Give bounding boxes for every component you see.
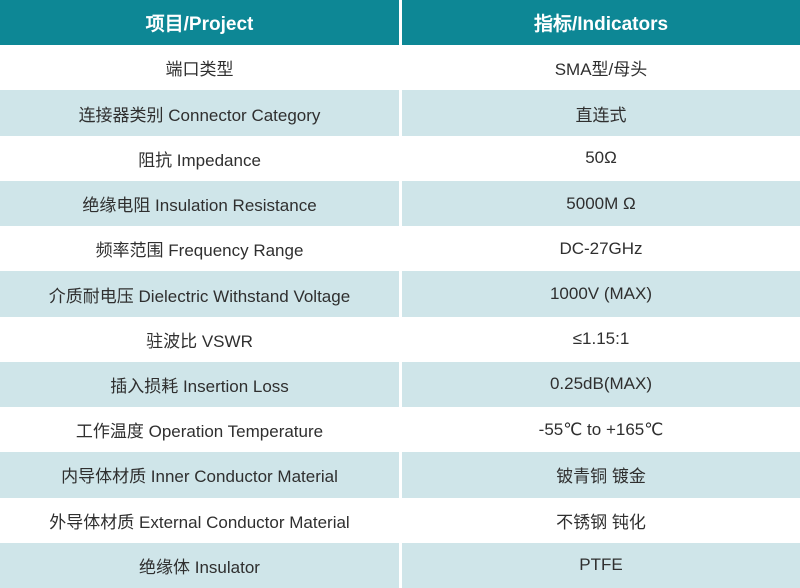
column-divider — [399, 452, 402, 498]
row-label: 外导体材质 External Conductor Material — [0, 497, 399, 543]
table-header-row: 项目/Project 指标/Indicators — [0, 0, 800, 46]
row-label: 端口类型 — [0, 45, 399, 91]
column-divider — [399, 316, 402, 362]
row-value: DC-27GHz — [402, 226, 800, 272]
row-label: 连接器类别 Connector Category — [0, 90, 399, 136]
row-value: 直连式 — [402, 90, 800, 136]
row-value: ≤1.15:1 — [402, 316, 800, 362]
column-divider — [399, 226, 402, 272]
column-divider — [399, 45, 402, 91]
row-label: 内导体材质 Inner Conductor Material — [0, 452, 399, 498]
row-label: 绝缘体 Insulator — [0, 542, 399, 588]
row-value: PTFE — [402, 542, 800, 588]
row-value: 1000V (MAX) — [402, 271, 800, 317]
row-value: 5000M Ω — [402, 180, 800, 227]
row-label: 驻波比 VSWR — [0, 316, 399, 362]
row-label: 工作温度 Operation Temperature — [0, 407, 399, 453]
row-value: -55℃ to +165℃ — [402, 407, 800, 453]
row-value: 50Ω — [402, 135, 800, 181]
table-row: 连接器类别 Connector Category 直连式 — [0, 90, 800, 136]
header-cell-project: 项目/Project — [0, 0, 399, 46]
row-label: 阻抗 Impedance — [0, 135, 399, 181]
column-divider — [399, 135, 402, 181]
column-divider — [399, 271, 402, 317]
row-label: 插入损耗 Insertion Loss — [0, 361, 399, 408]
table-row: 插入损耗 Insertion Loss 0.25dB(MAX) — [0, 361, 800, 408]
table-row: 内导体材质 Inner Conductor Material 铍青铜 镀金 — [0, 452, 800, 498]
table-row: 阻抗 Impedance 50Ω — [0, 135, 800, 181]
row-value: 0.25dB(MAX) — [402, 361, 800, 408]
row-value: 铍青铜 镀金 — [402, 452, 800, 498]
table-row: 介质耐电压 Dielectric Withstand Voltage 1000V… — [0, 271, 800, 317]
row-label: 介质耐电压 Dielectric Withstand Voltage — [0, 271, 399, 317]
table-row: 外导体材质 External Conductor Material 不锈钢 钝化 — [0, 497, 800, 543]
table-row: 工作温度 Operation Temperature -55℃ to +165℃ — [0, 407, 800, 453]
row-value: SMA型/母头 — [402, 45, 800, 91]
row-label: 频率范围 Frequency Range — [0, 226, 399, 272]
column-divider — [399, 180, 402, 227]
column-divider — [399, 542, 402, 588]
table-row: 驻波比 VSWR ≤1.15:1 — [0, 316, 800, 362]
column-divider — [399, 361, 402, 408]
table-row: 频率范围 Frequency Range DC-27GHz — [0, 226, 800, 272]
column-divider — [399, 407, 402, 453]
column-divider — [399, 497, 402, 543]
row-label: 绝缘电阻 Insulation Resistance — [0, 180, 399, 227]
table-row: 端口类型 SMA型/母头 — [0, 45, 800, 91]
column-divider — [399, 0, 402, 46]
table-row: 绝缘电阻 Insulation Resistance 5000M Ω — [0, 180, 800, 227]
row-value: 不锈钢 钝化 — [402, 497, 800, 543]
column-divider — [399, 90, 402, 136]
table-row: 绝缘体 Insulator PTFE — [0, 542, 800, 588]
header-cell-indicators: 指标/Indicators — [402, 0, 800, 46]
